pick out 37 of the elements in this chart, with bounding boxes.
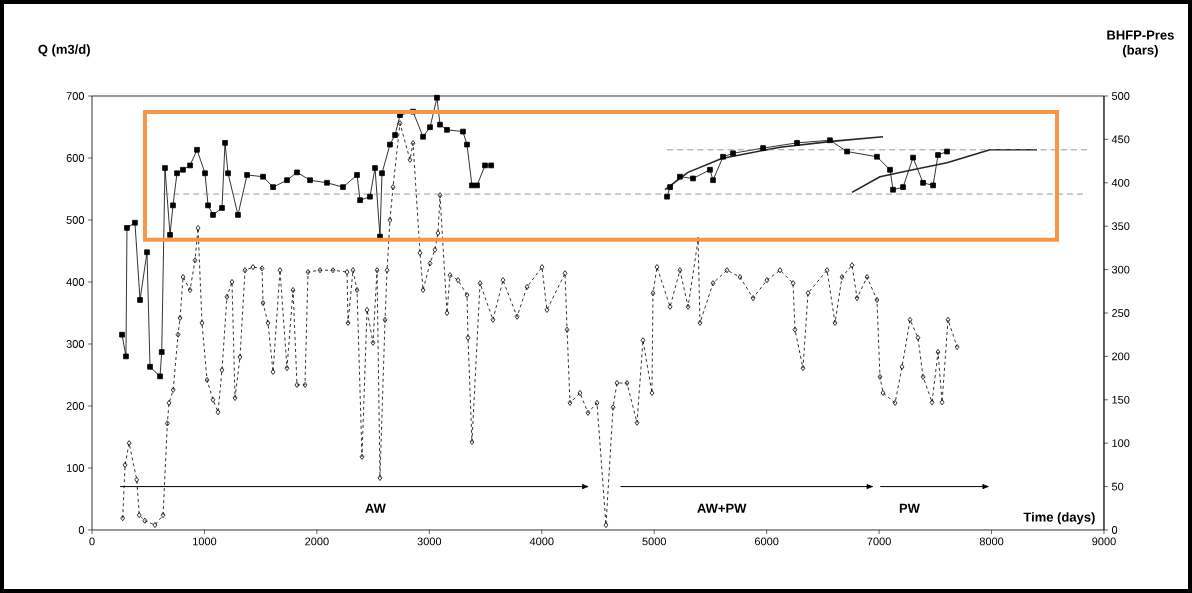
y2-tick-label: 350 (1111, 222, 1130, 231)
annotation: PW (899, 503, 920, 513)
y2-tick-label: 50 (1111, 482, 1124, 491)
x-tick-label: 0 (89, 537, 95, 546)
x-tick-label: 2000 (305, 537, 329, 546)
y-axis-title: Q (m3/d) (38, 44, 90, 57)
y-tick-label: 200 (66, 402, 85, 410)
y-tick-label: 0 (78, 526, 85, 534)
y2-tick-label: 400 (1111, 178, 1130, 187)
x-tick-label: 3000 (417, 537, 442, 546)
y-tick-label: 500 (66, 216, 85, 224)
line-series (664, 135, 884, 191)
y2-tick-label: 450 (1111, 135, 1130, 144)
x-tick-label: 7000 (867, 537, 891, 546)
y2-axis-title: BHFP-Pres (bars) (1107, 30, 1174, 58)
x-tick-label: 6000 (754, 537, 779, 546)
y2-tick-label: 300 (1111, 265, 1130, 274)
annotation: AW (365, 503, 386, 513)
x-tick-label: 1000 (193, 537, 217, 546)
y2-tick-label: 200 (1112, 352, 1130, 361)
y2-tick-label: 500 (1111, 92, 1130, 100)
y2-tick-label: 250 (1112, 309, 1130, 317)
y2-tick-label: 100 (1112, 439, 1130, 448)
y-tick-label: 100 (66, 464, 85, 472)
y-tick-label: 400 (66, 278, 85, 286)
x-tick-label: 5000 (642, 537, 666, 546)
y2-tick-label: 0 (1111, 526, 1118, 534)
x-axis-title: Time (days) (1023, 512, 1095, 525)
annotation: AW+PW (697, 503, 747, 513)
y-tick-label: 300 (66, 340, 85, 348)
x-tick-label: 9000 (1092, 537, 1116, 546)
y-tick-label: 700 (66, 92, 85, 100)
line-series (851, 149, 1038, 194)
x-tick-label: 8000 (979, 537, 1004, 546)
y2-tick-label: 150 (1112, 395, 1130, 404)
y-tick-label: 600 (66, 154, 85, 162)
x-tick-label: 4000 (529, 537, 554, 546)
